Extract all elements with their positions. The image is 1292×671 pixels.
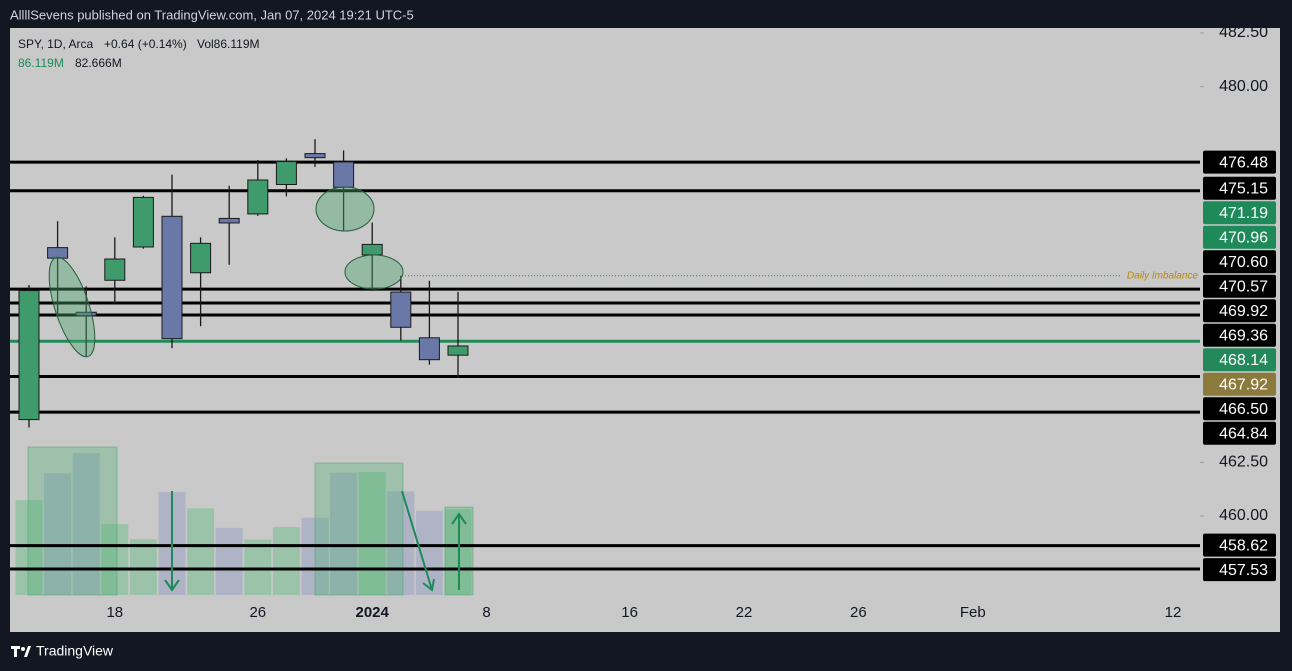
price-label: 464.84 (1219, 425, 1268, 442)
ellipse-drawing (344, 254, 404, 290)
candle-body (75, 311, 97, 317)
legend-symbol: SPY, 1D, Arca (18, 37, 93, 51)
x-tick-label: 26 (249, 604, 266, 621)
candle-body (361, 243, 383, 256)
price-label: 467.92 (1219, 376, 1268, 393)
volume-bar (358, 472, 386, 595)
volume-bar (272, 527, 300, 595)
candle-body (247, 179, 269, 215)
volume-bar (244, 539, 272, 595)
candle-body (190, 242, 212, 274)
price-label-bg (1203, 558, 1276, 582)
candle-body (418, 337, 440, 361)
price-label-bg (1203, 299, 1276, 323)
volume-bar (129, 539, 157, 595)
x-tick-label: 2024 (356, 604, 390, 621)
x-tick-label: 16 (621, 604, 638, 621)
price-label: 469.92 (1219, 303, 1268, 320)
price-label: 471.19 (1219, 205, 1268, 222)
price-label: 476.48 (1219, 154, 1268, 171)
price-label-bg (1203, 323, 1276, 347)
y-tick-label: 460.00 (1219, 507, 1268, 524)
volume-bar (44, 473, 72, 595)
candle-body (333, 161, 355, 188)
footer-brand: TradingView (36, 643, 114, 659)
volume-bar (301, 517, 329, 595)
candle-body (304, 153, 326, 159)
legend-change: +0.64 (+0.14%) (104, 37, 187, 51)
ellipse-drawing (48, 256, 96, 358)
logo-part (24, 646, 31, 657)
legend-volume: Vol86.119M (197, 37, 260, 51)
level-annotation: Daily Imbalance (1127, 270, 1199, 281)
x-tick-label: 12 (1165, 604, 1182, 621)
candle-body (104, 258, 126, 281)
price-label-bg (1203, 150, 1276, 174)
legend-volume-ma: 82.666M (75, 56, 122, 70)
volume-bar (387, 491, 415, 595)
y-tick-label: 462.50 (1219, 454, 1268, 471)
price-label-bg (1203, 274, 1276, 298)
price-label: 470.57 (1219, 278, 1268, 295)
arrow-drawing (401, 490, 435, 592)
price-label-bg (1203, 250, 1276, 274)
volume-bar (15, 500, 43, 595)
candles (18, 139, 469, 428)
x-tick-label: 18 (106, 604, 123, 621)
x-tick-label: 26 (850, 604, 867, 621)
x-tick-label: 8 (482, 604, 490, 621)
arrow-drawing (164, 491, 180, 592)
volume-bar (101, 524, 129, 595)
x-tick-label: 22 (736, 604, 753, 621)
box-drawing (314, 462, 404, 596)
candle-body (161, 215, 183, 340)
price-label-bg (1203, 225, 1276, 249)
candle-body (275, 161, 297, 186)
volume-bar (330, 472, 358, 595)
candle-body (390, 291, 412, 328)
arrow-drawing (451, 512, 467, 590)
x-tick-label: Feb (960, 604, 986, 621)
box-drawing (27, 446, 118, 596)
legend-volume-value: 86.119M (18, 56, 64, 70)
candle-body (132, 196, 154, 248)
y-tick-label: 482.50 (1219, 24, 1268, 41)
legend: SPY, 1D, Arca +0.64 (+0.14%) Vol86.119M … (18, 37, 260, 70)
volume-bar (72, 453, 100, 595)
candle-body (18, 290, 40, 421)
volume-bar (187, 508, 215, 595)
logo-part (21, 647, 25, 651)
price-label-bg (1203, 421, 1276, 445)
price-label: 470.96 (1219, 229, 1268, 246)
drawings-ellipses (48, 186, 404, 358)
candle-body (47, 247, 69, 259)
levels: Daily Imbalance (10, 160, 1200, 571)
price-label: 469.36 (1219, 327, 1268, 344)
price-label-bg (1203, 397, 1276, 421)
candle-body (218, 217, 240, 224)
price-label: 458.62 (1219, 537, 1268, 554)
price-label: 457.53 (1219, 562, 1268, 579)
price-label: 475.15 (1219, 180, 1268, 197)
price-label: 468.14 (1219, 352, 1268, 369)
price-label-bg (1203, 372, 1276, 396)
volume-bar (215, 527, 243, 595)
drawings-arrows (164, 490, 467, 592)
ellipse-drawing (315, 186, 375, 232)
price-label-bg (1203, 201, 1276, 225)
logo-part (14, 646, 17, 657)
price-label-bg (1203, 348, 1276, 372)
price-label-bg (1203, 176, 1276, 200)
axes: 18 26 2024 8 16 22 26 Feb 12 460.00 462.50 480.00 48… (106, 24, 1276, 621)
price-label: 470.60 (1219, 254, 1268, 271)
publish-header: AllllSevens published on TradingView.com… (10, 7, 414, 22)
price-label-bg (1203, 533, 1276, 557)
price-label: 466.50 (1219, 401, 1268, 418)
candle-body (447, 345, 469, 356)
y-tick-label: 480.00 (1219, 78, 1268, 95)
footer-logo (11, 646, 31, 657)
